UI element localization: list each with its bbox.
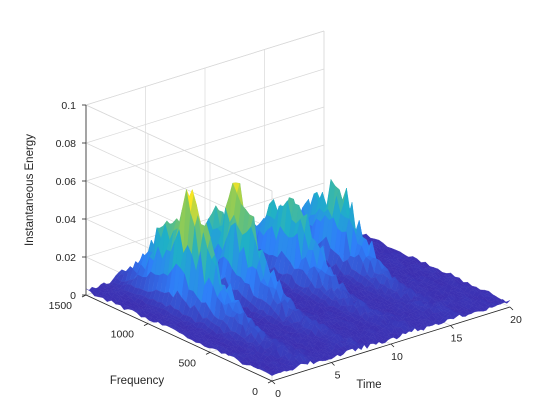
x-tick-mark (450, 325, 454, 329)
y-axis-line (85, 294, 273, 382)
x-tick-mark (331, 362, 335, 366)
box-edge (85, 30, 325, 106)
y-axis-label: Frequency (110, 375, 165, 387)
surface-cell (267, 372, 276, 376)
x-tick-label: 0 (275, 388, 281, 400)
y-tick-label: 1000 (111, 329, 135, 341)
x-axis-label: Time (356, 379, 381, 391)
z-tick-label: 0.06 (56, 176, 77, 188)
y-tick-label: 0 (252, 386, 258, 398)
x-tick-label: 5 (335, 370, 341, 382)
y-tick-label: 1500 (49, 300, 73, 312)
box-edge (85, 104, 273, 192)
y-tick-mark (267, 380, 273, 384)
x-tick-label: 20 (510, 314, 522, 326)
x-tick-mark (390, 343, 395, 348)
y-tick-mark (143, 323, 149, 327)
z-tick-label: 0.02 (56, 252, 77, 264)
z-tick-label: 0.08 (56, 138, 77, 150)
x-tick-label: 10 (391, 351, 403, 363)
z-tick-label: 0.04 (56, 214, 77, 226)
x-tick-mark (509, 306, 514, 311)
x-tick-mark (271, 380, 276, 385)
z-tick-label: 0 (70, 290, 76, 302)
surface-layer (85, 178, 511, 376)
y-tick-mark (205, 351, 211, 355)
axes-layer (81, 104, 514, 385)
z-tick-label: 0.1 (61, 100, 76, 112)
z-axis-label: Instantaneous Energy (24, 134, 36, 246)
y-tick-label: 500 (178, 357, 196, 369)
x-tick-label: 15 (451, 333, 463, 345)
